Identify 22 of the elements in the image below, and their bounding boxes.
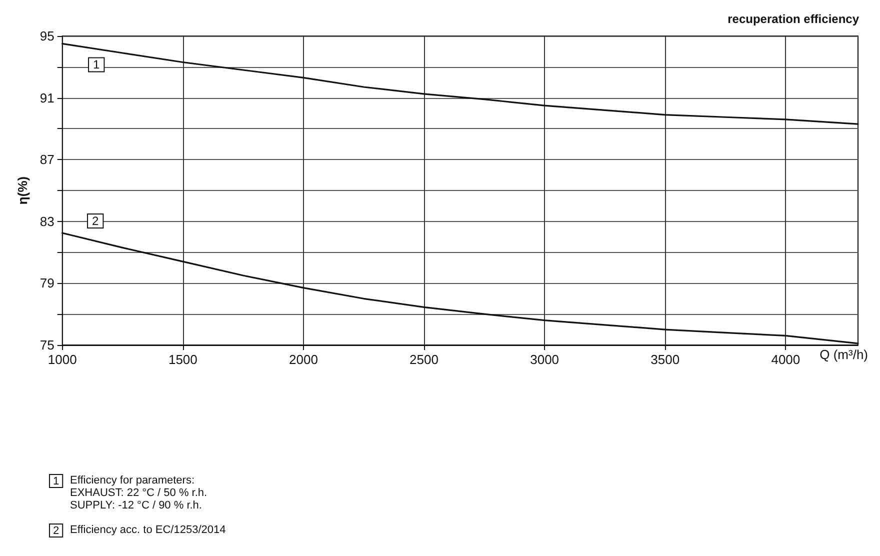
x-tick-label: 1000: [48, 352, 77, 367]
x-tick-label: 2500: [410, 352, 438, 367]
text: 1: [53, 476, 60, 488]
y-tick-label: 95: [40, 28, 54, 44]
y-tick-label: 83: [40, 214, 54, 229]
series-label: 2: [92, 214, 100, 228]
chart-title: recuperation efficiency: [728, 12, 860, 26]
y-axis-title: η(%): [15, 176, 30, 205]
y-tick-label: 87: [40, 152, 54, 168]
text: 2: [53, 525, 60, 537]
x-tick-label: 4000: [771, 352, 800, 367]
x-tick-label: 1500: [168, 352, 198, 367]
x-tick-label: 3000: [530, 352, 560, 367]
y-tick-label: 91: [40, 90, 54, 106]
x-tick-label: 2000: [289, 352, 318, 367]
series-label: 1: [93, 58, 100, 72]
text: Efficiency for parameters: EXHAUST: 22 °C / 50 % r.h. SUPPLY: -12 °C / 90 % r.h.: [70, 474, 208, 512]
text: Efficiency acc. to EC/1253/2014: [70, 524, 226, 536]
x-axis-title: Q (m³/h): [820, 347, 868, 362]
x-tick-label: 3500: [650, 352, 680, 367]
y-tick-label: 79: [40, 276, 54, 291]
y-tick-label: 75: [40, 338, 54, 352]
